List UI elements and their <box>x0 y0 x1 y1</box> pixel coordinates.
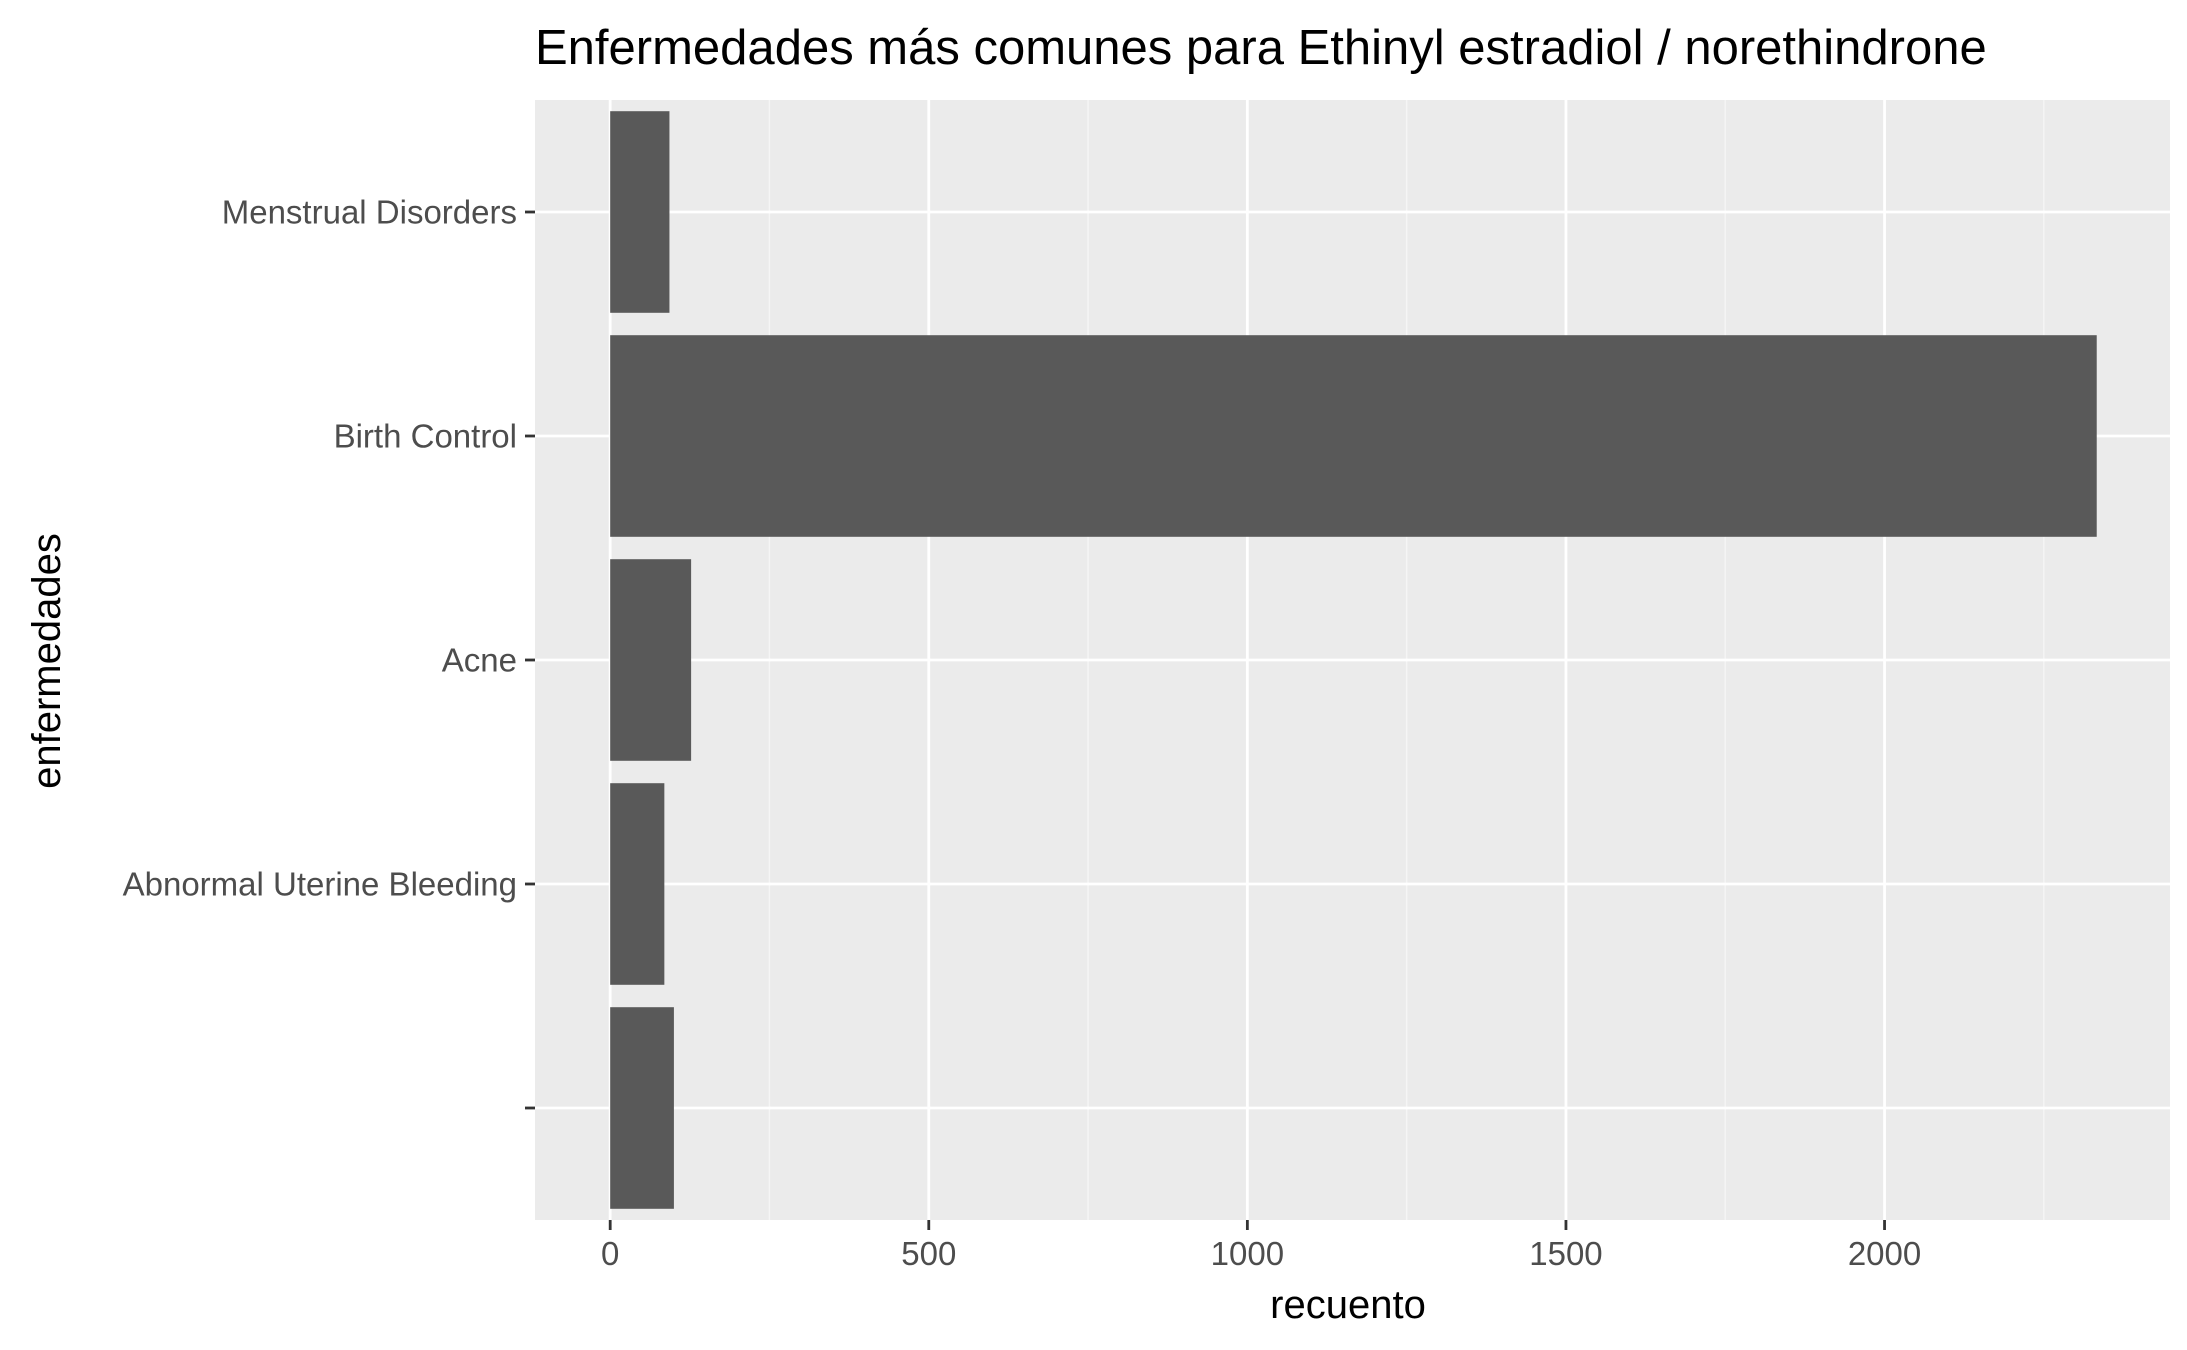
x-axis: 0 500 1000 1500 2000 <box>601 1220 1921 1272</box>
bar <box>610 559 692 761</box>
x-axis-title: recuento <box>1270 1283 1426 1327</box>
x-tick-label: 2000 <box>1848 1235 1921 1272</box>
y-tick-label: Menstrual Disorders <box>222 194 517 231</box>
x-tick-label: 1000 <box>1211 1235 1284 1272</box>
bars <box>610 111 2097 1209</box>
bar <box>610 111 670 313</box>
bar <box>610 783 665 985</box>
y-tick-label: Birth Control <box>334 418 517 455</box>
y-axis-title: enfermedades <box>25 533 69 789</box>
plot-panel <box>535 100 2170 1220</box>
bar <box>610 335 2097 537</box>
x-tick-label: 0 <box>601 1235 619 1272</box>
x-tick-label: 1500 <box>1529 1235 1602 1272</box>
chart-title: Enfermedades más comunes para Ethinyl es… <box>535 21 1987 75</box>
y-axis: Abnormal Uterine Bleeding Acne Birth Contr… <box>123 194 535 1110</box>
x-tick-label: 500 <box>901 1235 956 1272</box>
y-tick-label: Abnormal Uterine Bleeding <box>123 866 517 903</box>
y-tick-label: Acne <box>442 642 517 679</box>
bar <box>610 1007 674 1209</box>
